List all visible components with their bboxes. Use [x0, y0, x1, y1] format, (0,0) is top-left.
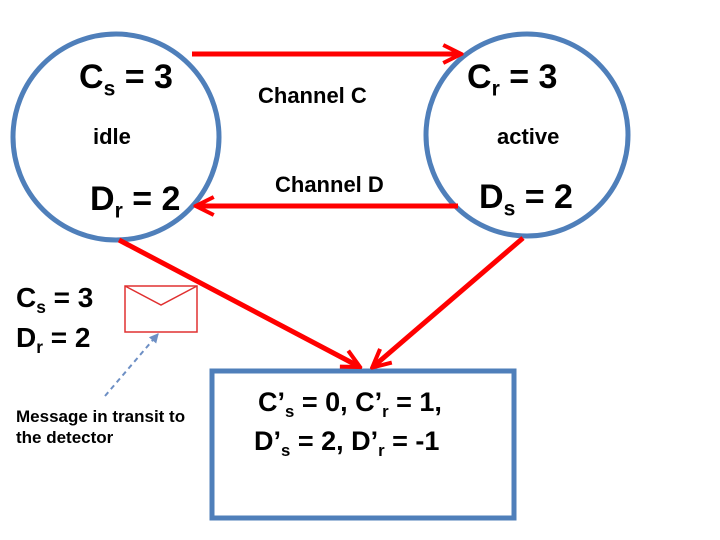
channel-d-label: Channel D: [275, 172, 384, 197]
message-note: Message in transit to the detector: [16, 407, 186, 448]
right-counter-cr: Cr = 3: [467, 58, 558, 101]
message-counter-dr: Dr = 2: [16, 322, 91, 358]
left-node-circle: [10, 31, 222, 243]
detector-line-1: C’s = 0, C’r = 1,: [258, 387, 442, 421]
left-counter-cs: Cs = 3: [79, 58, 173, 101]
dashed-pointer-arrow: [104, 333, 159, 397]
message-counter-cs: Cs = 3: [16, 282, 94, 318]
right-to-detector-arrow: [374, 236, 525, 366]
detector-line-2: D’s = 2, D’r = -1: [254, 426, 440, 460]
right-counter-ds: Ds = 2: [479, 178, 573, 221]
channel-c-label: Channel C: [258, 83, 367, 108]
left-counter-dr: Dr = 2: [90, 180, 181, 223]
envelope-icon: [124, 285, 198, 333]
right-node-circle: [423, 31, 631, 239]
detector-box: [209, 368, 517, 521]
left-state-label: idle: [93, 124, 131, 149]
right-state-label: active: [497, 124, 560, 149]
left-to-detector-arrow: [117, 237, 358, 366]
